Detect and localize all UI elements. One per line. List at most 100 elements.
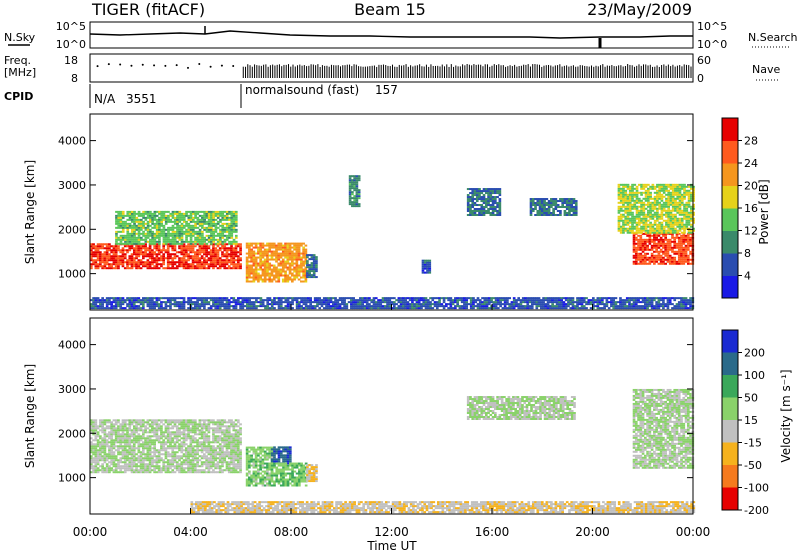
range-cell (494, 192, 497, 195)
range-cell (671, 197, 675, 200)
range-cell (631, 217, 634, 220)
range-cell (647, 183, 650, 186)
range-cell (310, 256, 314, 259)
range-cell (667, 193, 671, 196)
range-cell (146, 234, 150, 237)
range-cell (146, 226, 150, 229)
range-cell (677, 254, 681, 257)
range-cell (471, 194, 475, 197)
range-cell (286, 250, 290, 253)
range-cell (641, 299, 645, 302)
range-cell (536, 202, 540, 205)
range-cell (164, 220, 168, 223)
range-cell (424, 303, 428, 306)
range-cell (660, 213, 664, 216)
range-cell (692, 195, 695, 198)
range-cell (284, 274, 287, 277)
range-cell (230, 253, 233, 256)
range-cell (671, 232, 674, 235)
range-cell (117, 242, 121, 245)
range-cell (657, 246, 661, 249)
range-cell (647, 205, 650, 208)
range-cell (491, 202, 495, 205)
range-cell (212, 249, 215, 252)
colorbar-segment (722, 163, 738, 186)
range-cell (275, 280, 278, 283)
range-cell (114, 255, 118, 258)
range-cell (472, 301, 475, 304)
freq-dot (130, 64, 133, 67)
range-cell (146, 240, 150, 243)
range-cell (291, 262, 294, 265)
range-cell (252, 278, 256, 281)
range-cell (227, 255, 231, 258)
range-cell (651, 217, 655, 220)
freq-dot (107, 63, 110, 66)
range-cell (173, 263, 177, 266)
range-cell (223, 249, 227, 252)
range-cell (372, 301, 376, 304)
range-cell (682, 299, 686, 302)
range-cell (429, 301, 432, 304)
range-cell (485, 303, 489, 306)
range-cell (399, 305, 403, 308)
range-cell (277, 242, 281, 245)
range-cell (683, 189, 686, 192)
range-cell (268, 268, 272, 271)
range-cell (295, 260, 299, 263)
range-cell (182, 265, 186, 268)
range-cell (647, 213, 650, 216)
range-cell (304, 244, 308, 247)
range-cell (644, 297, 647, 300)
range-cell (259, 252, 263, 255)
range-cell (192, 224, 195, 227)
range-cell (219, 212, 222, 215)
range-cell (417, 305, 421, 308)
range-cell (480, 204, 484, 207)
range-cell (105, 245, 109, 248)
range-cell (570, 204, 574, 207)
range-cell (318, 297, 322, 300)
range-cell (259, 303, 263, 306)
range-cell (115, 220, 118, 223)
range-cell (617, 195, 621, 198)
range-cell (657, 250, 661, 253)
range-cell (474, 305, 478, 308)
range-cell (619, 227, 623, 230)
range-cell (153, 224, 157, 227)
range-cell (411, 297, 414, 300)
y-tick-label: 2000 (58, 223, 86, 236)
range-cell (460, 307, 464, 310)
range-cell (203, 305, 206, 308)
range-cell (286, 303, 290, 306)
range-cell (680, 256, 683, 259)
range-cell (683, 229, 686, 232)
range-cell (128, 226, 132, 229)
range-cell (139, 220, 143, 223)
range-cell (135, 212, 139, 215)
range-cell (108, 255, 111, 258)
range-cell (642, 221, 646, 224)
range-cell (666, 256, 670, 259)
range-cell (641, 246, 645, 249)
range-cell (656, 197, 659, 200)
range-cell (173, 261, 177, 264)
range-cell (415, 307, 419, 310)
range-cell (239, 257, 242, 260)
range-cell (649, 193, 652, 196)
range-cell (205, 261, 208, 264)
range-cell (334, 299, 337, 302)
range-cell (508, 307, 511, 310)
range-cell (158, 228, 161, 231)
range-cell (475, 213, 479, 216)
range-cell (678, 205, 682, 208)
range-cell (512, 297, 516, 300)
range-cell (309, 307, 313, 310)
range-cell (259, 297, 263, 300)
range-cell (284, 266, 287, 269)
range-cell (158, 218, 161, 221)
range-cell (164, 251, 168, 254)
range-cell (117, 267, 120, 270)
range-cell (686, 303, 690, 306)
range-cell (126, 265, 129, 268)
